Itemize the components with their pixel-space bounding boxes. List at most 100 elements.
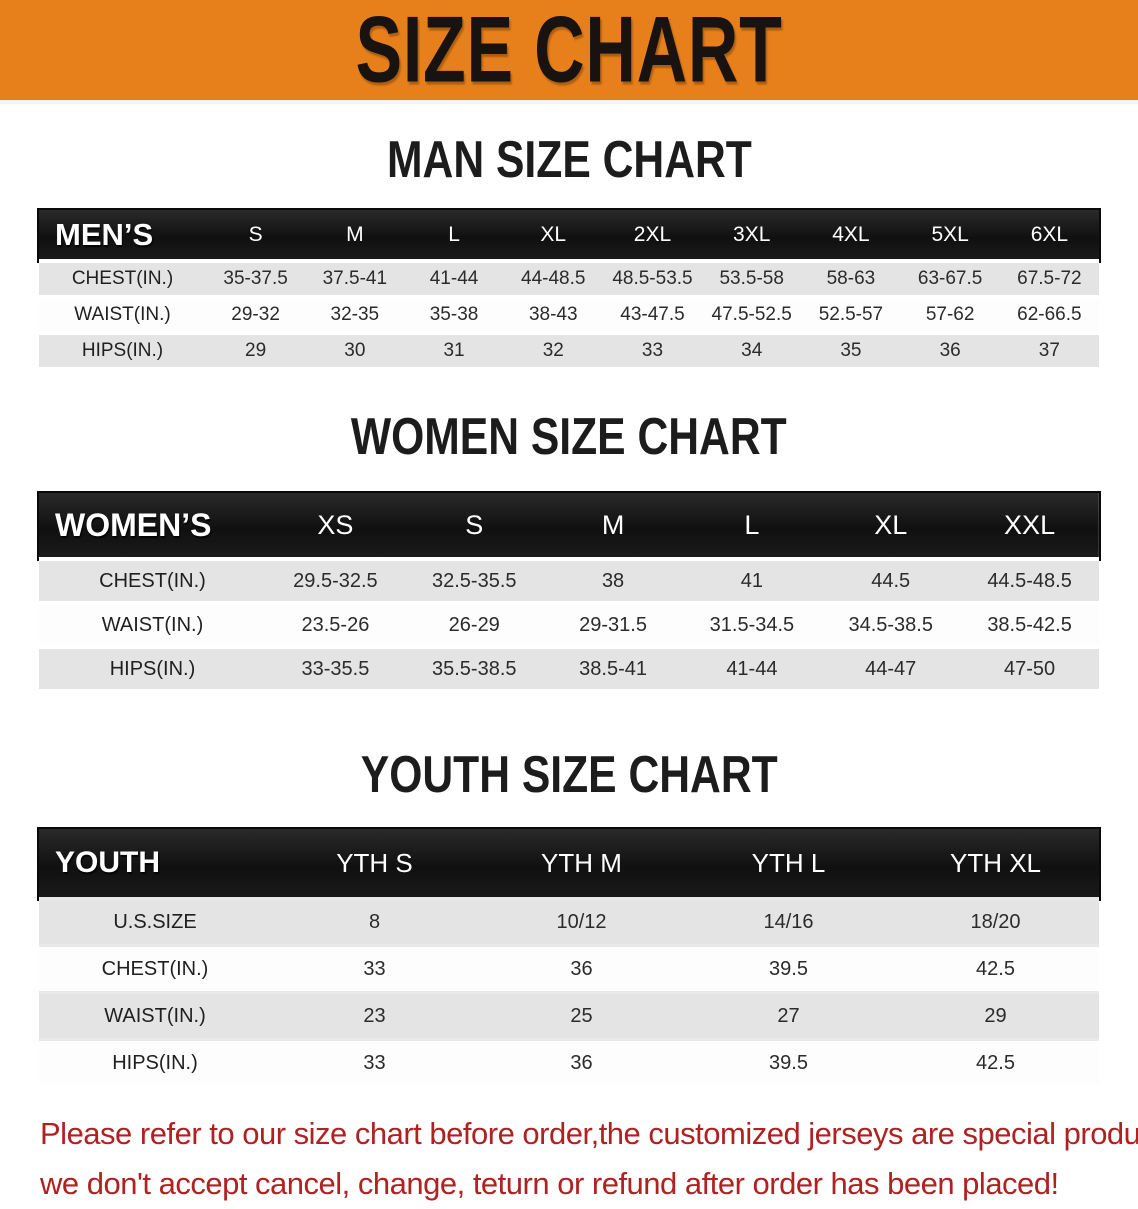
size-value-cell: 41 bbox=[740, 569, 764, 592]
men-size-section: MAN SIZE CHART MEN’S S M L XL 2XL 3XL 4XL 5XL 6XL… bbox=[0, 104, 1138, 367]
row-label: HIPS(IN.) bbox=[112, 1051, 198, 1074]
size-value-cell: 35 bbox=[840, 340, 862, 361]
size-value-cell: 33 bbox=[363, 1051, 386, 1074]
size-value-cell: 33 bbox=[363, 957, 386, 980]
size-value-cell: 30 bbox=[344, 340, 366, 361]
size-value-cell: 47.5-52.5 bbox=[711, 304, 792, 325]
table-group-label: WOMEN’S bbox=[55, 506, 212, 543]
size-value-cell: 52.5-57 bbox=[818, 304, 884, 325]
row-label: CHEST(IN.) bbox=[71, 268, 174, 289]
size-value-cell: 42.5 bbox=[976, 957, 1015, 980]
size-value-cell: 35-38 bbox=[429, 304, 479, 325]
size-value-cell: 36 bbox=[939, 340, 961, 361]
table-row: WAIST(IN.) 29-32 32-35 35-38 38-43 43-47.5 47.… bbox=[39, 297, 1099, 333]
size-value-cell: 44-47 bbox=[865, 657, 917, 680]
column-header: YTH S bbox=[336, 847, 413, 878]
table-row: CHEST(IN.) 33 36 39.5 42.5 bbox=[39, 945, 1099, 993]
size-value-cell: 37 bbox=[1038, 340, 1060, 361]
table-header-row: MEN’S S M L XL 2XL 3XL 4XL 5XL 6XL bbox=[39, 210, 1099, 261]
size-value-cell: 23 bbox=[363, 1004, 386, 1027]
size-value-cell: 29 bbox=[245, 340, 267, 361]
women-size-table: WOMEN’S XS S M L XL XXL CHEST(IN.) 29.5-32.5 32.5… bbox=[39, 493, 1099, 689]
men-size-table: MEN’S S M L XL 2XL 3XL 4XL 5XL 6XL CHEST(IN.) 35-37… bbox=[39, 210, 1099, 367]
size-value-cell: 33 bbox=[641, 340, 664, 361]
table-row: HIPS(IN.) 29 30 31 32 33 34 35 36 37 bbox=[39, 333, 1099, 367]
column-header: M bbox=[346, 222, 364, 246]
size-value-cell: 63-67.5 bbox=[917, 268, 983, 289]
size-value-cell: 33-35.5 bbox=[301, 657, 370, 680]
column-header: L bbox=[744, 509, 760, 540]
column-header: 3XL bbox=[733, 222, 771, 246]
size-value-cell: 48.5-53.5 bbox=[612, 268, 693, 289]
row-label: CHEST(IN.) bbox=[99, 569, 206, 592]
size-value-cell: 14/16 bbox=[763, 910, 814, 933]
size-value-cell: 34 bbox=[741, 340, 763, 361]
size-value-cell: 36 bbox=[570, 1051, 593, 1074]
size-value-cell: 26-29 bbox=[448, 613, 500, 636]
size-value-cell: 38 bbox=[601, 569, 625, 592]
column-header: 4XL bbox=[832, 222, 870, 246]
row-label: HIPS(IN.) bbox=[81, 340, 164, 361]
size-chart-banner: SIZE CHART bbox=[0, 0, 1138, 104]
row-label: WAIST(IN.) bbox=[104, 1004, 206, 1027]
size-value-cell: 35.5-38.5 bbox=[431, 657, 517, 680]
table-row: CHEST(IN.) 29.5-32.5 32.5-35.5 38 41 44.5 44.5… bbox=[39, 559, 1099, 603]
size-value-cell: 42.5 bbox=[976, 1051, 1015, 1074]
column-header: XL bbox=[540, 222, 567, 246]
order-disclaimer: Please refer to our size chart before or… bbox=[40, 1109, 1138, 1209]
size-value-cell: 23.5-26 bbox=[301, 613, 370, 636]
women-section-heading: WOMEN SIZE CHART bbox=[0, 367, 1138, 467]
size-value-cell: 44.5 bbox=[871, 569, 911, 592]
disclaimer-line-2: we don't accept cancel, change, teturn o… bbox=[40, 1166, 1059, 1201]
row-label: CHEST(IN.) bbox=[101, 957, 209, 980]
size-value-cell: 10/12 bbox=[556, 910, 607, 933]
column-header: XXL bbox=[1004, 509, 1056, 540]
table-row: U.S.SIZE 8 10/12 14/16 18/20 bbox=[39, 898, 1099, 946]
size-value-cell: 41-44 bbox=[429, 268, 479, 289]
table-row: WAIST(IN.) 23 25 27 29 bbox=[39, 992, 1099, 1040]
size-value-cell: 18/20 bbox=[970, 910, 1021, 933]
size-value-cell: 32-35 bbox=[330, 304, 380, 325]
size-value-cell: 25 bbox=[570, 1004, 593, 1027]
table-row: HIPS(IN.) 33-35.5 35.5-38.5 38.5-41 41-44 44-… bbox=[39, 647, 1099, 689]
size-value-cell: 44-48.5 bbox=[521, 268, 586, 289]
size-value-cell: 29-31.5 bbox=[579, 613, 647, 636]
size-value-cell: 35-37.5 bbox=[223, 268, 288, 289]
size-value-cell: 32.5-35.5 bbox=[431, 569, 517, 592]
size-value-cell: 29-32 bbox=[231, 304, 280, 325]
size-value-cell: 62-66.5 bbox=[1017, 304, 1082, 325]
youth-size-section: YOUTH SIZE CHART YOUTH YTH S YTH M YTH L YTH… bbox=[0, 689, 1138, 1085]
banner-title: SIZE CHART bbox=[355, 0, 783, 103]
column-header: YTH L bbox=[751, 847, 826, 878]
disclaimer-line-1: Please refer to our size chart before or… bbox=[40, 1116, 1138, 1151]
column-header: 5XL bbox=[931, 222, 969, 246]
size-value-cell: 38.5-41 bbox=[579, 657, 647, 680]
size-value-cell: 34.5-38.5 bbox=[848, 613, 933, 636]
table-group-label: MEN’S bbox=[55, 216, 154, 252]
size-value-cell: 47-50 bbox=[1003, 657, 1056, 680]
size-value-cell: 36 bbox=[570, 957, 593, 980]
column-header: YTH M bbox=[541, 847, 622, 878]
column-header: YTH XL bbox=[949, 847, 1042, 878]
size-value-cell: 41-44 bbox=[726, 657, 778, 680]
women-size-section: WOMEN SIZE CHART WOMEN’S XS S M L XL XXL CHEST(… bbox=[0, 367, 1138, 689]
table-group-label: YOUTH bbox=[55, 846, 160, 879]
size-value-cell: 29.5-32.5 bbox=[293, 569, 378, 592]
youth-section-heading: YOUTH SIZE CHART bbox=[0, 689, 1138, 805]
column-header: XS bbox=[317, 509, 354, 540]
youth-size-table: YOUTH YTH S YTH M YTH L YTH XL U.S.SIZE 8 10/12… bbox=[39, 829, 1099, 1085]
men-section-heading: MAN SIZE CHART bbox=[0, 104, 1138, 190]
size-value-cell: 32 bbox=[542, 340, 564, 361]
table-header-row: WOMEN’S XS S M L XL XXL bbox=[39, 493, 1099, 559]
size-value-cell: 53.5-58 bbox=[719, 268, 784, 289]
size-value-cell: 43-47.5 bbox=[620, 304, 685, 325]
men-section-heading-text: MAN SIZE CHART bbox=[386, 131, 752, 189]
column-header: M bbox=[601, 509, 625, 540]
table-header-row: YOUTH YTH S YTH M YTH L YTH XL bbox=[39, 829, 1099, 899]
size-value-cell: 67.5-72 bbox=[1017, 268, 1082, 289]
table-row: WAIST(IN.) 23.5-26 26-29 29-31.5 31.5-34.5 34… bbox=[39, 603, 1099, 647]
column-header: 2XL bbox=[633, 222, 672, 246]
row-label: WAIST(IN.) bbox=[101, 613, 204, 636]
table-row: HIPS(IN.) 33 36 39.5 42.5 bbox=[39, 1039, 1099, 1085]
size-value-cell: 31 bbox=[443, 340, 465, 361]
